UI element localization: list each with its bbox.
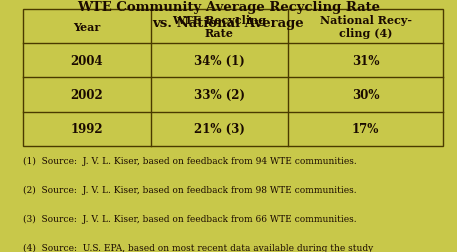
Text: WTE Recycling
Rate: WTE Recycling Rate (172, 15, 266, 39)
Text: (2)  Source:  J. V. L. Kiser, based on feedback from 98 WTE communities.: (2) Source: J. V. L. Kiser, based on fee… (23, 185, 356, 194)
Text: 33% (2): 33% (2) (194, 89, 245, 102)
Text: 1992: 1992 (70, 123, 103, 136)
Text: National Recy-
cling (4): National Recy- cling (4) (319, 15, 412, 39)
Text: 2004: 2004 (70, 55, 103, 68)
Text: 34% (1): 34% (1) (194, 55, 245, 68)
Text: 17%: 17% (352, 123, 379, 136)
Text: (4)  Source:  U.S. EPA, based on most recent data available during the study: (4) Source: U.S. EPA, based on most rece… (23, 243, 373, 252)
Text: WTE Community Average Recycling Rate
vs. National Average: WTE Community Average Recycling Rate vs.… (77, 1, 380, 30)
Text: 2002: 2002 (70, 89, 103, 102)
Text: 30%: 30% (352, 89, 379, 102)
Text: 21% (3): 21% (3) (194, 123, 245, 136)
Text: Year: Year (73, 22, 101, 33)
Text: 31%: 31% (352, 55, 379, 68)
Bar (23, 10, 443, 146)
Text: (1)  Source:  J. V. L. Kiser, based on feedback from 94 WTE communities.: (1) Source: J. V. L. Kiser, based on fee… (23, 156, 356, 165)
Text: (3)  Source:  J. V. L. Kiser, based on feedback from 66 WTE communities.: (3) Source: J. V. L. Kiser, based on fee… (23, 214, 356, 223)
